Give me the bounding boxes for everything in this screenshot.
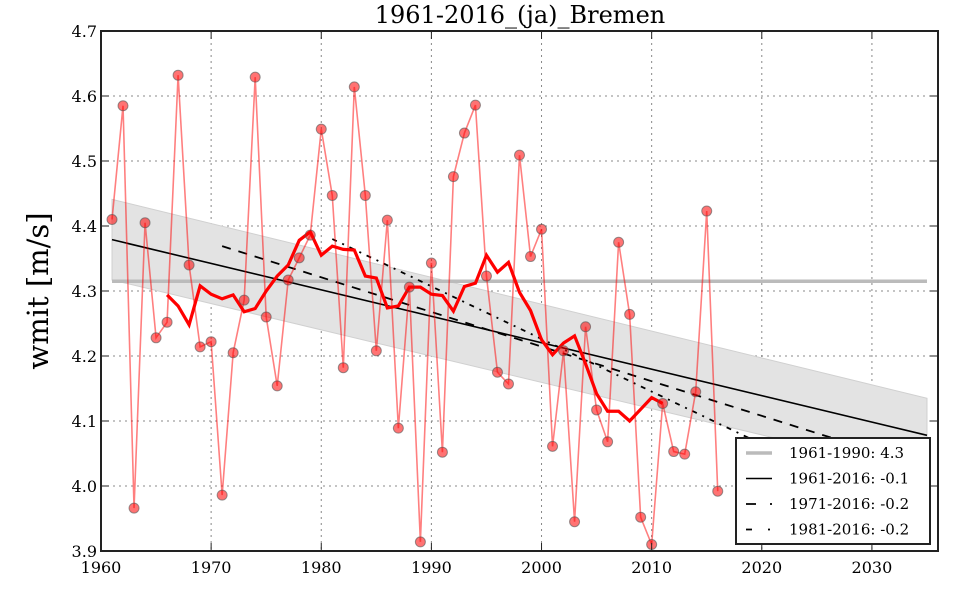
annual-data-point	[150, 332, 162, 344]
running-mean-line	[165, 229, 664, 424]
annual-data-point	[326, 189, 338, 201]
y-tick-label: 4.6	[72, 87, 97, 106]
annual-data-point	[569, 516, 581, 528]
annual-data-point	[139, 217, 151, 229]
annual-data-point	[128, 502, 140, 514]
annual-data-point	[447, 171, 459, 183]
annual-data-point	[359, 189, 371, 201]
annual-data-point	[436, 446, 448, 458]
y-tick-label: 4.4	[72, 217, 97, 236]
x-tick-label: 1990	[411, 558, 452, 577]
annual-data-point	[205, 336, 217, 348]
legend-label: 1981-2016: -0.2	[789, 521, 909, 539]
annual-data-point	[591, 404, 603, 416]
y-axis-label: wmit [m/s]	[21, 212, 55, 369]
annual-data-point	[502, 378, 514, 390]
annual-data-point	[690, 386, 702, 398]
y-tick-label: 4.7	[72, 22, 97, 41]
x-tick-label: 2030	[852, 558, 893, 577]
annual-data-point	[392, 422, 404, 434]
x-tick-label: 1980	[301, 558, 342, 577]
annual-data-point	[304, 229, 316, 241]
annual-data-point	[425, 257, 437, 269]
annual-data-point	[613, 236, 625, 248]
legend-box	[735, 437, 931, 545]
annual-data-point	[491, 366, 503, 378]
legend-label: 1961-2016: -0.1	[789, 470, 909, 488]
annual-data-point	[194, 341, 206, 353]
annual-data-point	[403, 281, 415, 293]
annual-data-point	[701, 205, 713, 217]
legend-label: 1961-1990: 4.3	[789, 444, 904, 462]
annual-series-line	[111, 75, 719, 545]
annual-data-point	[293, 252, 305, 264]
annual-data-point	[602, 436, 614, 448]
x-tick-label: 2010	[631, 558, 672, 577]
annual-data-point	[668, 446, 680, 458]
annual-data-point	[106, 214, 118, 225]
annual-data-point	[117, 100, 129, 112]
annual-data-point	[414, 536, 426, 548]
y-tick-label: 3.9	[72, 542, 97, 561]
annual-data-point	[381, 214, 393, 226]
y-tick-label: 4.0	[72, 477, 97, 496]
x-tick-label: 1970	[191, 558, 232, 577]
annual-data-point	[624, 308, 636, 320]
annual-data-point	[458, 127, 470, 139]
annual-data-point	[337, 362, 349, 374]
x-tick-label: 2020	[741, 558, 782, 577]
annual-data-point	[216, 489, 228, 501]
annual-data-point	[271, 380, 283, 392]
annual-data-point	[370, 345, 382, 357]
x-tick-label: 2000	[521, 558, 562, 577]
y-tick-label: 4.2	[72, 347, 97, 366]
annual-data-point	[679, 448, 691, 460]
annual-data-point	[282, 274, 294, 286]
y-axis: 3.9 4.0 4.1 4.2 4.3 4.4 4.5 4.6 4.7	[72, 22, 97, 561]
y-tick-label: 4.3	[72, 282, 97, 301]
trend-line-1961-2016	[111, 238, 928, 437]
annual-data-point	[480, 270, 492, 282]
annual-data-point	[712, 485, 724, 497]
annual-data-point	[580, 321, 592, 333]
annual-data-point	[348, 81, 360, 93]
annual-data-point	[514, 149, 525, 161]
annual-data-point	[469, 99, 481, 111]
annual-data-point	[249, 71, 261, 83]
annual-data-point	[635, 511, 647, 523]
x-tick-label: 1960	[81, 558, 122, 577]
annual-data-point	[260, 311, 272, 323]
x-axis: 1960 1970 1980 1990 2000 2010 2020 2030	[81, 558, 893, 577]
annual-data-point	[172, 69, 184, 81]
annual-data-point	[161, 316, 173, 328]
y-tick-label: 4.5	[72, 152, 97, 171]
axis-ticks	[100, 30, 938, 552]
annual-data-point	[547, 440, 559, 452]
annual-data-point	[238, 294, 250, 306]
annual-data-point	[657, 397, 669, 409]
annual-data-point	[227, 347, 239, 359]
trend-line-1971-2016	[221, 245, 928, 469]
annual-data-point	[558, 345, 570, 357]
chart-title: 1961-2016_(ja)_Bremen	[375, 1, 665, 29]
annual-data-point	[183, 259, 195, 271]
annual-data-point	[315, 123, 327, 135]
legend: 1961-1990: 4.3 1961-2016: -0.1 1971-2016: …	[735, 437, 931, 545]
annual-data-point	[536, 223, 548, 235]
y-tick-label: 4.1	[72, 412, 97, 431]
annual-data-point	[525, 251, 537, 263]
legend-label: 1971-2016: -0.2	[789, 495, 909, 513]
